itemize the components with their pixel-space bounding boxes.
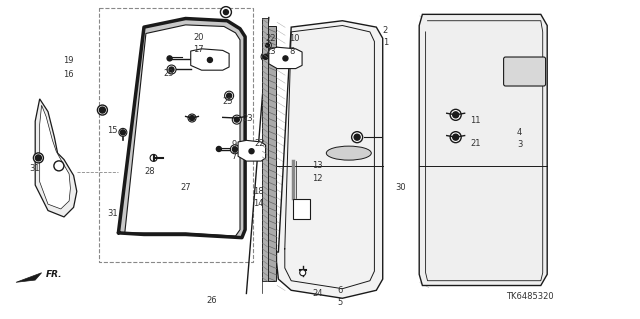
Circle shape xyxy=(454,135,458,139)
Circle shape xyxy=(264,55,268,59)
Circle shape xyxy=(225,91,234,100)
Circle shape xyxy=(454,113,458,117)
Circle shape xyxy=(354,134,360,140)
Circle shape xyxy=(169,67,174,72)
Text: 18: 18 xyxy=(253,187,264,196)
Text: 22: 22 xyxy=(254,139,264,148)
Circle shape xyxy=(264,41,271,49)
Polygon shape xyxy=(262,18,268,281)
Circle shape xyxy=(233,147,237,151)
Polygon shape xyxy=(118,19,245,238)
Text: 13: 13 xyxy=(312,161,323,170)
Text: 8: 8 xyxy=(289,47,294,56)
Text: 20: 20 xyxy=(193,33,204,42)
Circle shape xyxy=(167,65,176,74)
Circle shape xyxy=(300,270,306,276)
Text: 10: 10 xyxy=(289,34,300,43)
Circle shape xyxy=(230,145,239,154)
Text: 26: 26 xyxy=(206,296,217,305)
Circle shape xyxy=(232,147,237,152)
Circle shape xyxy=(122,131,124,134)
Circle shape xyxy=(119,128,127,137)
Text: 24: 24 xyxy=(312,289,323,298)
Polygon shape xyxy=(40,105,70,209)
Circle shape xyxy=(232,115,241,124)
Text: 27: 27 xyxy=(180,183,191,192)
Circle shape xyxy=(450,109,461,120)
Circle shape xyxy=(452,112,459,118)
Text: 1: 1 xyxy=(383,38,388,47)
Text: 5: 5 xyxy=(337,298,342,307)
Text: 31: 31 xyxy=(108,209,118,218)
Polygon shape xyxy=(419,14,547,286)
Circle shape xyxy=(54,161,64,171)
Text: 6: 6 xyxy=(337,286,342,295)
Text: 7: 7 xyxy=(232,152,237,160)
Circle shape xyxy=(227,93,232,98)
Circle shape xyxy=(266,43,269,47)
Text: 17: 17 xyxy=(193,45,204,54)
Text: TK6485320: TK6485320 xyxy=(506,292,553,301)
Circle shape xyxy=(452,134,459,140)
Circle shape xyxy=(234,117,239,122)
Circle shape xyxy=(167,56,172,61)
Polygon shape xyxy=(191,49,229,70)
Polygon shape xyxy=(269,47,302,69)
Polygon shape xyxy=(16,273,42,282)
Circle shape xyxy=(97,105,108,115)
Text: 14: 14 xyxy=(253,199,263,208)
Circle shape xyxy=(120,130,125,135)
Text: 12: 12 xyxy=(312,174,323,183)
Text: 3: 3 xyxy=(517,140,522,149)
Text: FR.: FR. xyxy=(46,271,63,279)
Circle shape xyxy=(261,52,270,61)
Polygon shape xyxy=(293,199,310,219)
Circle shape xyxy=(100,108,104,112)
Text: 11: 11 xyxy=(470,116,481,125)
Text: 30: 30 xyxy=(396,183,406,192)
Polygon shape xyxy=(35,99,77,217)
Ellipse shape xyxy=(326,146,371,160)
Text: 15: 15 xyxy=(108,126,118,135)
Circle shape xyxy=(189,115,195,121)
Circle shape xyxy=(223,10,228,15)
Circle shape xyxy=(33,153,44,163)
Text: 23: 23 xyxy=(242,114,253,123)
Text: 9: 9 xyxy=(232,140,237,149)
Circle shape xyxy=(150,154,157,161)
Circle shape xyxy=(263,54,268,59)
Circle shape xyxy=(450,132,461,143)
Polygon shape xyxy=(238,140,266,161)
Text: 29: 29 xyxy=(163,69,173,78)
Circle shape xyxy=(36,156,40,160)
Circle shape xyxy=(283,56,288,61)
Circle shape xyxy=(188,114,196,122)
Circle shape xyxy=(351,132,363,143)
Circle shape xyxy=(216,146,221,152)
Polygon shape xyxy=(276,21,383,298)
Circle shape xyxy=(170,68,173,71)
Text: 28: 28 xyxy=(144,167,155,176)
Circle shape xyxy=(355,135,359,139)
Circle shape xyxy=(35,155,42,161)
Text: 22: 22 xyxy=(266,34,276,43)
Text: 23: 23 xyxy=(266,47,276,56)
Circle shape xyxy=(207,57,212,63)
Text: 21: 21 xyxy=(470,139,481,148)
Text: 19: 19 xyxy=(63,56,73,65)
FancyBboxPatch shape xyxy=(504,57,545,86)
Text: 31: 31 xyxy=(29,164,40,173)
Text: 4: 4 xyxy=(517,128,522,137)
Circle shape xyxy=(220,7,232,18)
Text: 16: 16 xyxy=(63,70,74,79)
Circle shape xyxy=(249,149,254,154)
Circle shape xyxy=(99,107,106,113)
Text: 25: 25 xyxy=(223,97,233,106)
Circle shape xyxy=(223,9,229,16)
Polygon shape xyxy=(268,26,276,281)
Text: 2: 2 xyxy=(383,26,388,34)
